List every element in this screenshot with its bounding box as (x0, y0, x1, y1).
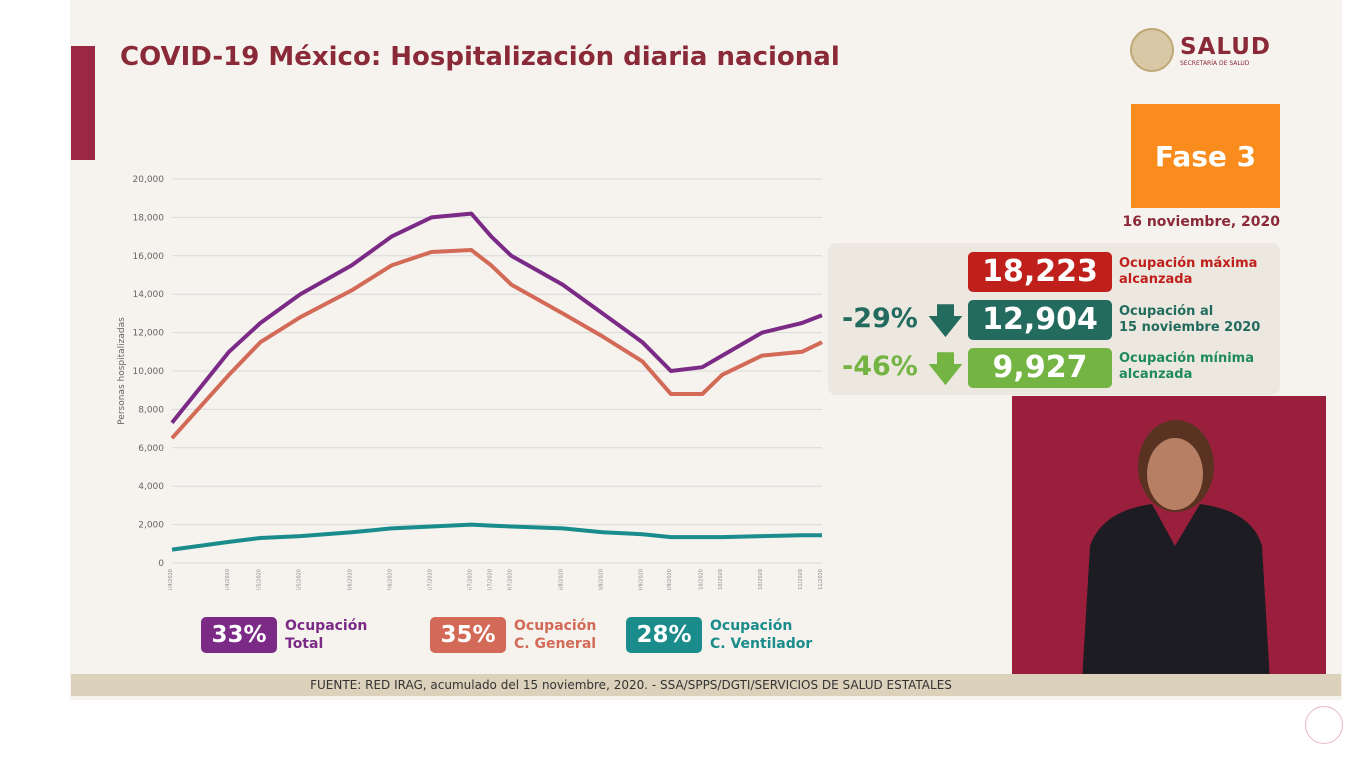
interpreter-figure (1082, 420, 1270, 682)
hospitalization-chart: 0 2,000 4,000 6,000 8,000 10,000 12,000 14,000 1… (117, 175, 824, 590)
y-tick-label: 2,000 (138, 521, 164, 531)
series-line-ocupaci-n-c-general (170, 248, 823, 440)
max-label: Ocupación máxima alcanzada (1119, 256, 1257, 288)
y-tick-label: 18,000 (133, 213, 165, 223)
x-tick-label: 30/8/2020 (598, 569, 604, 590)
legend-general-pct: 35% (430, 617, 506, 653)
legend-total-l1: Ocupación (285, 618, 368, 634)
series-line-ocupaci-n-c-ventilador (171, 522, 822, 552)
series-line-ocupaci-n-total (170, 211, 823, 425)
legend-total: 33% Ocupación Total (201, 617, 367, 653)
x-tick-label: 22/7/2020 (487, 569, 493, 590)
x-tick-label: 29/7/2020 (507, 569, 513, 590)
x-tick-label: 8/11/2020 (798, 569, 804, 590)
min-pct: -46% (842, 351, 918, 382)
x-tick-label: 21/4/2020 (225, 569, 231, 590)
y-tick-label: 16,000 (133, 252, 165, 262)
max-value: 18,223 (968, 252, 1112, 292)
legend-ventilator-l1: Ocupación (710, 618, 793, 634)
current-label-2: 15 noviembre 2020 (1119, 320, 1261, 335)
page-title: COVID-19 México: Hospitalización diaria … (120, 42, 840, 72)
logo-name: SALUD (1180, 33, 1271, 60)
x-tick-label: 2/5/2020 (256, 569, 262, 590)
x-tick-label: 16/8/2020 (559, 569, 565, 590)
source-footer: FUENTE: RED IRAG, acumulado del 15 novie… (71, 674, 1341, 696)
legend-total-l2: Total (285, 636, 324, 652)
max-label-1: Ocupación máxima (1119, 256, 1258, 271)
sign-language-video (1012, 396, 1326, 682)
title-accent-bar (71, 46, 95, 160)
min-value: 9,927 (968, 348, 1112, 388)
min-label-2: alcanzada (1119, 367, 1193, 382)
salud-logo: SALUD SECRETARÍA DE SALUD (1130, 28, 1271, 72)
seal-icon (1130, 28, 1174, 72)
arrow-down-icon: 🡇 (928, 349, 963, 389)
phase-badge: Fase 3 (1131, 104, 1280, 208)
x-tick-label: 15/11/2020 (818, 569, 824, 590)
current-pct: -29% (842, 303, 918, 334)
x-tick-label: 1/7/2020 (427, 569, 433, 590)
y-tick-label: 6,000 (138, 444, 164, 454)
current-value: 12,904 (968, 300, 1112, 340)
y-tick-label: 12,000 (133, 329, 165, 339)
current-label: Ocupación al 15 noviembre 2020 (1119, 304, 1260, 336)
legend-ventilator: 28% Ocupación C. Ventilador (626, 617, 812, 653)
legend-general-l1: Ocupación (514, 618, 597, 634)
x-tick-label: 11/10/2020 (718, 569, 724, 590)
legend-total-pct: 33% (201, 617, 277, 653)
y-tick-label: 20,000 (133, 175, 165, 185)
x-tick-label: 17/6/2020 (388, 569, 394, 590)
x-tick-label: 13/9/2020 (638, 569, 644, 590)
report-date: 16 noviembre, 2020 (1122, 214, 1280, 230)
min-label: Ocupación mínima alcanzada (1119, 351, 1254, 383)
y-tick-label: 10,000 (133, 367, 165, 377)
legend-general-l2: C. General (514, 636, 597, 652)
x-tick-label: 3/6/2020 (348, 569, 354, 590)
x-tick-label: 25/10/2020 (758, 569, 764, 590)
x-tick-label: 23/9/2020 (667, 569, 673, 590)
y-tick-label: 8,000 (138, 405, 164, 415)
max-label-2: alcanzada (1119, 272, 1193, 287)
stats-panel: 18,223 Ocupación máxima alcanzada -29% 🡇 … (828, 243, 1280, 395)
legend-ventilator-l2: C. Ventilador (710, 636, 813, 652)
current-label-1: Ocupación al (1119, 304, 1214, 319)
x-tick-label: 15/7/2020 (467, 569, 473, 590)
x-tick-label: 1/4/2020 (168, 569, 174, 590)
y-tick-label: 0 (158, 559, 164, 569)
y-tick-label: 4,000 (138, 482, 164, 492)
legend-general: 35% Ocupación C. General (430, 617, 596, 653)
logo-sub: SECRETARÍA DE SALUD (1180, 59, 1250, 67)
gobierno-mexico-logo (1305, 706, 1343, 744)
y-axis-label: Personas hospitalizadas (117, 317, 127, 425)
y-tick-label: 14,000 (133, 290, 165, 300)
x-tick-label: 4/10/2020 (698, 569, 704, 590)
arrow-down-icon: 🡇 (928, 301, 963, 341)
x-tick-label: 16/5/2020 (296, 569, 302, 590)
min-label-1: Ocupación mínima (1119, 351, 1254, 366)
legend-ventilator-pct: 28% (626, 617, 702, 653)
